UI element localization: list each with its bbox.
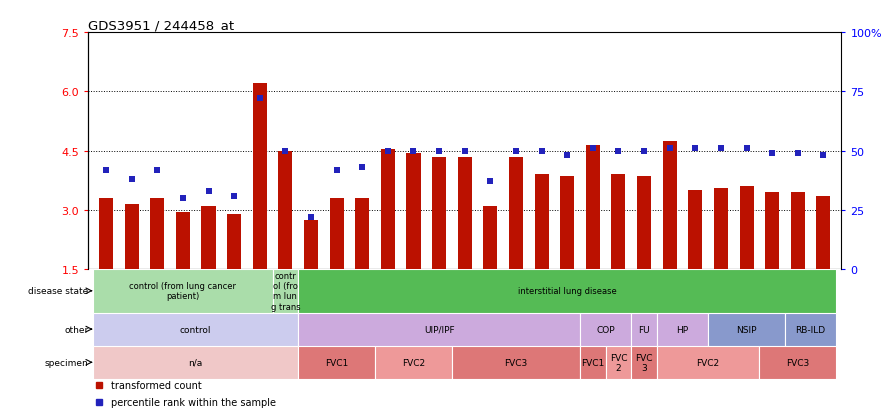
Bar: [688, 191, 702, 269]
Bar: [765, 192, 779, 269]
Text: UIP/IPF: UIP/IPF: [424, 325, 455, 334]
Bar: [791, 192, 805, 269]
Bar: [637, 177, 651, 269]
Bar: [278, 151, 292, 269]
Bar: [304, 220, 318, 269]
Bar: [580, 346, 605, 379]
Bar: [785, 313, 836, 346]
Bar: [432, 157, 446, 269]
Bar: [272, 269, 298, 313]
Bar: [93, 346, 298, 379]
Bar: [298, 313, 580, 346]
Bar: [535, 175, 549, 269]
Text: FVC3: FVC3: [504, 358, 528, 367]
Bar: [586, 145, 600, 269]
Text: RB-ILD: RB-ILD: [796, 325, 825, 334]
Text: disease state: disease state: [28, 287, 89, 296]
Bar: [375, 346, 452, 379]
Text: control: control: [180, 325, 211, 334]
Bar: [227, 214, 241, 269]
Bar: [458, 157, 471, 269]
Bar: [381, 149, 395, 269]
Bar: [611, 175, 626, 269]
Bar: [176, 212, 190, 269]
Text: FVC
2: FVC 2: [610, 353, 627, 372]
Text: interstitial lung disease: interstitial lung disease: [518, 287, 617, 296]
Bar: [484, 206, 498, 269]
Text: FU: FU: [638, 325, 650, 334]
Text: n/a: n/a: [189, 358, 203, 367]
Text: FVC3: FVC3: [786, 358, 810, 367]
Bar: [93, 269, 272, 313]
Text: percentile rank within the sample: percentile rank within the sample: [111, 397, 276, 407]
Bar: [632, 346, 657, 379]
Bar: [124, 204, 138, 269]
Text: FVC2: FVC2: [697, 358, 720, 367]
Text: other: other: [64, 325, 89, 334]
Text: specimen: specimen: [45, 358, 89, 367]
Bar: [298, 346, 375, 379]
Bar: [817, 197, 831, 269]
Bar: [406, 153, 420, 269]
Text: contr
ol (fro
m lun
g trans: contr ol (fro m lun g trans: [270, 271, 300, 311]
Bar: [452, 346, 580, 379]
Text: FVC1: FVC1: [581, 358, 604, 367]
Text: FVC
3: FVC 3: [635, 353, 653, 372]
Bar: [202, 206, 216, 269]
Bar: [759, 346, 836, 379]
Bar: [329, 199, 344, 269]
Bar: [708, 313, 785, 346]
Bar: [99, 199, 113, 269]
Bar: [580, 313, 632, 346]
Bar: [632, 313, 657, 346]
Text: FVC1: FVC1: [325, 358, 348, 367]
Text: transformed count: transformed count: [111, 380, 202, 391]
Bar: [93, 313, 298, 346]
Bar: [605, 346, 632, 379]
Text: HP: HP: [677, 325, 689, 334]
Text: GDS3951 / 244458_at: GDS3951 / 244458_at: [88, 19, 234, 32]
Bar: [663, 141, 677, 269]
Bar: [560, 177, 574, 269]
Bar: [739, 187, 753, 269]
Text: COP: COP: [596, 325, 615, 334]
Bar: [151, 199, 165, 269]
Bar: [657, 346, 759, 379]
Bar: [253, 84, 267, 269]
Bar: [657, 313, 708, 346]
Bar: [298, 269, 836, 313]
Text: NSIP: NSIP: [737, 325, 757, 334]
Bar: [509, 157, 523, 269]
Text: FVC2: FVC2: [402, 358, 425, 367]
Bar: [355, 199, 369, 269]
Text: control (from lung cancer
patient): control (from lung cancer patient): [130, 281, 236, 301]
Bar: [714, 189, 728, 269]
